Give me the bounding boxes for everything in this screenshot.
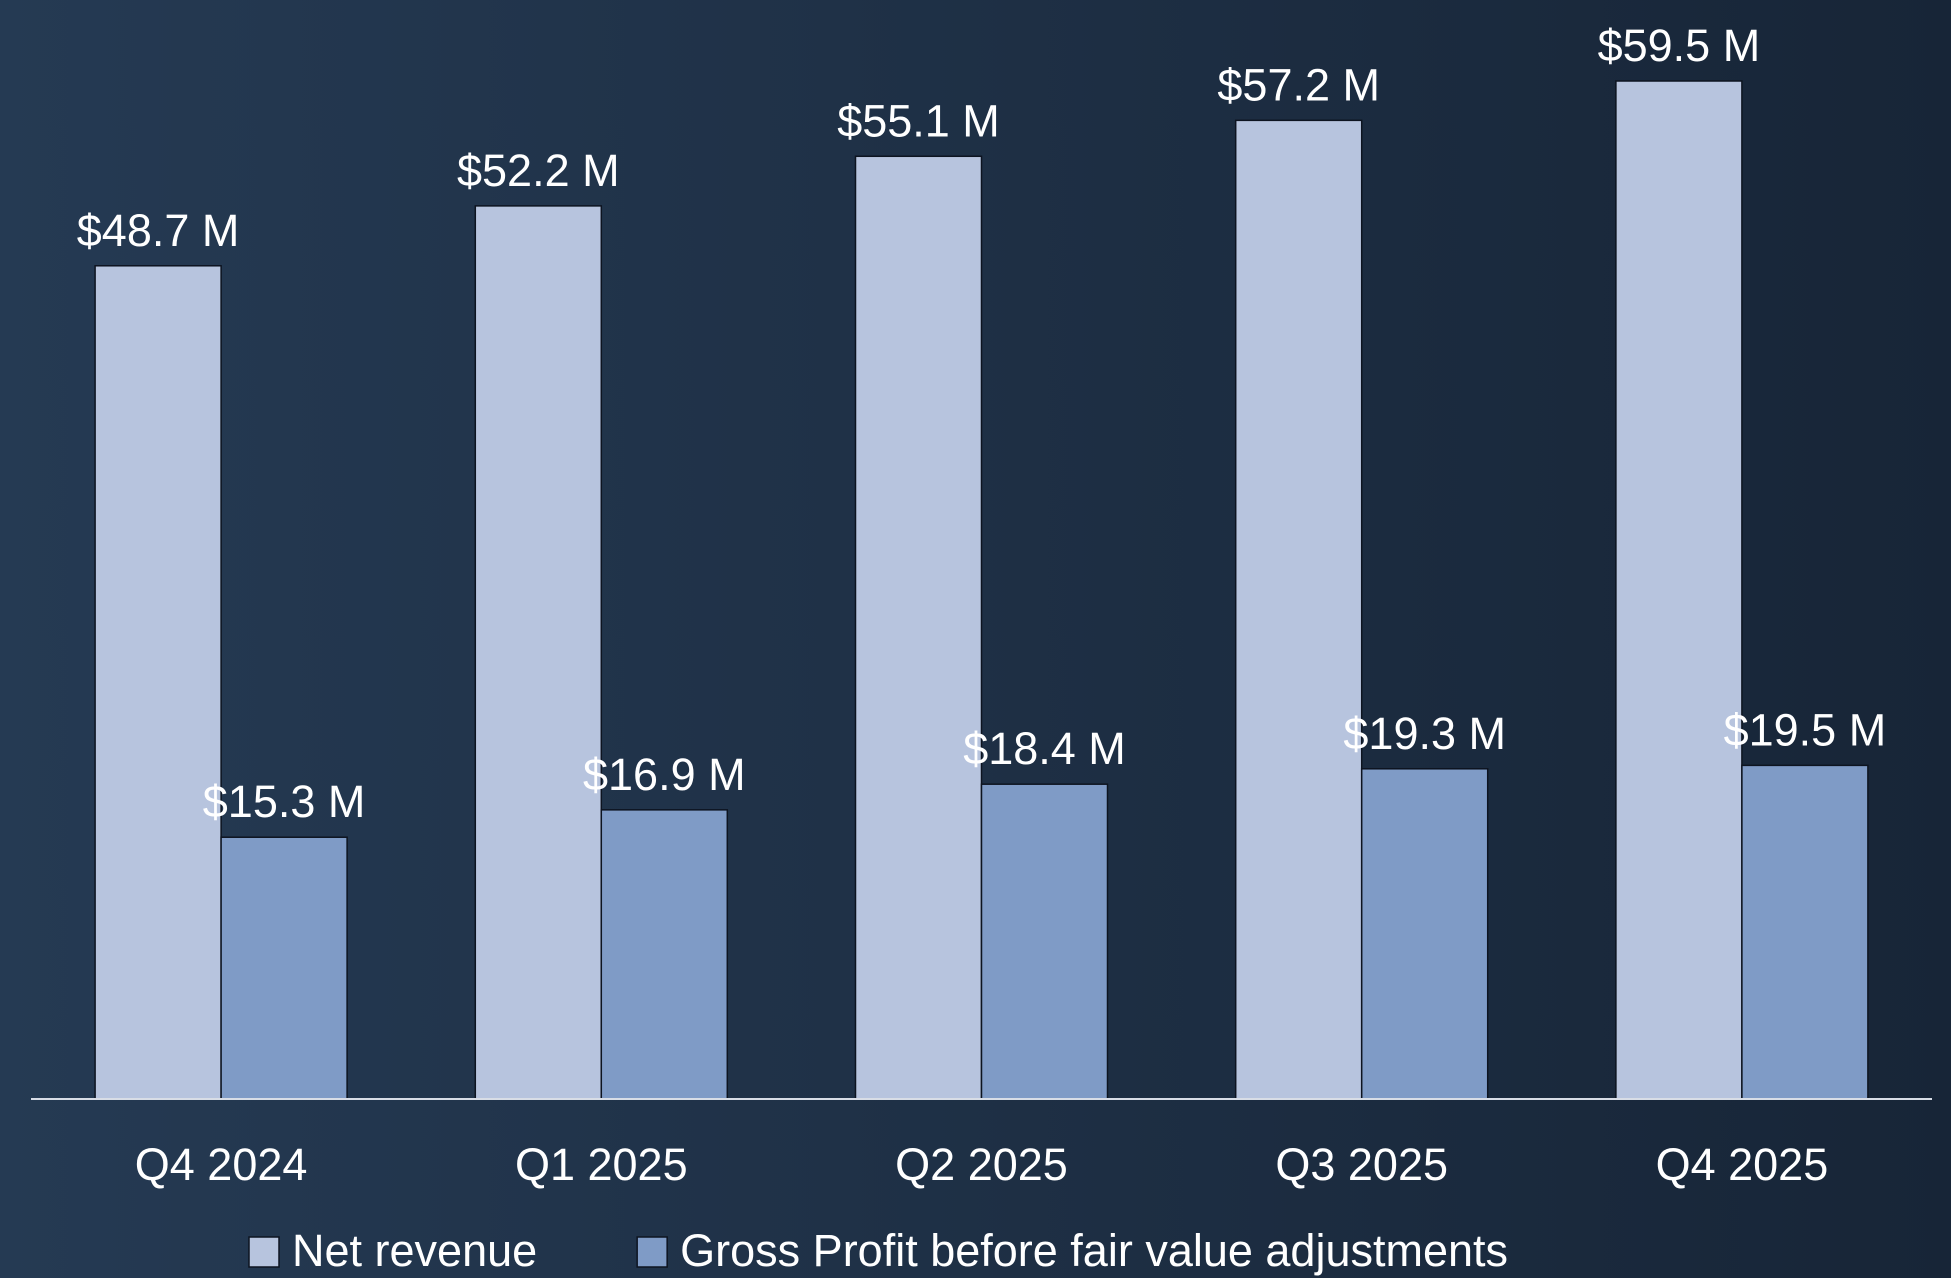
bar [94, 265, 222, 1100]
value-label: $18.4 M [963, 723, 1126, 774]
legend-label: Net revenue [292, 1225, 537, 1276]
legend-swatch [248, 1236, 280, 1268]
value-label: $19.3 M [1343, 708, 1506, 759]
bar [474, 205, 603, 1100]
value-label: $52.2 M [457, 145, 620, 196]
bar [600, 809, 729, 1100]
bar [854, 155, 983, 1100]
value-label: $55.1 M [837, 95, 1000, 146]
legend-swatch [636, 1236, 668, 1268]
bar [220, 836, 348, 1100]
x-tick-label: Q3 2025 [1275, 1139, 1448, 1190]
value-label: $57.2 M [1217, 59, 1380, 110]
x-tick-label: Q2 2025 [895, 1139, 1068, 1190]
bar [1615, 80, 1743, 1100]
legend-label: Gross Profit before fair value adjustmen… [680, 1225, 1508, 1276]
value-label: $59.5 M [1598, 20, 1761, 71]
bar [1234, 119, 1363, 1100]
bar [1360, 768, 1489, 1100]
value-label: $48.7 M [77, 205, 240, 256]
bar [1741, 764, 1869, 1100]
value-label: $16.9 M [583, 749, 746, 800]
value-label: $19.5 M [1724, 704, 1887, 755]
bar [980, 783, 1109, 1100]
x-tick-label: Q4 2024 [135, 1139, 308, 1190]
value-label: $15.3 M [203, 776, 366, 827]
x-tick-label: Q4 2025 [1656, 1139, 1829, 1190]
x-tick-label: Q1 2025 [515, 1139, 688, 1190]
